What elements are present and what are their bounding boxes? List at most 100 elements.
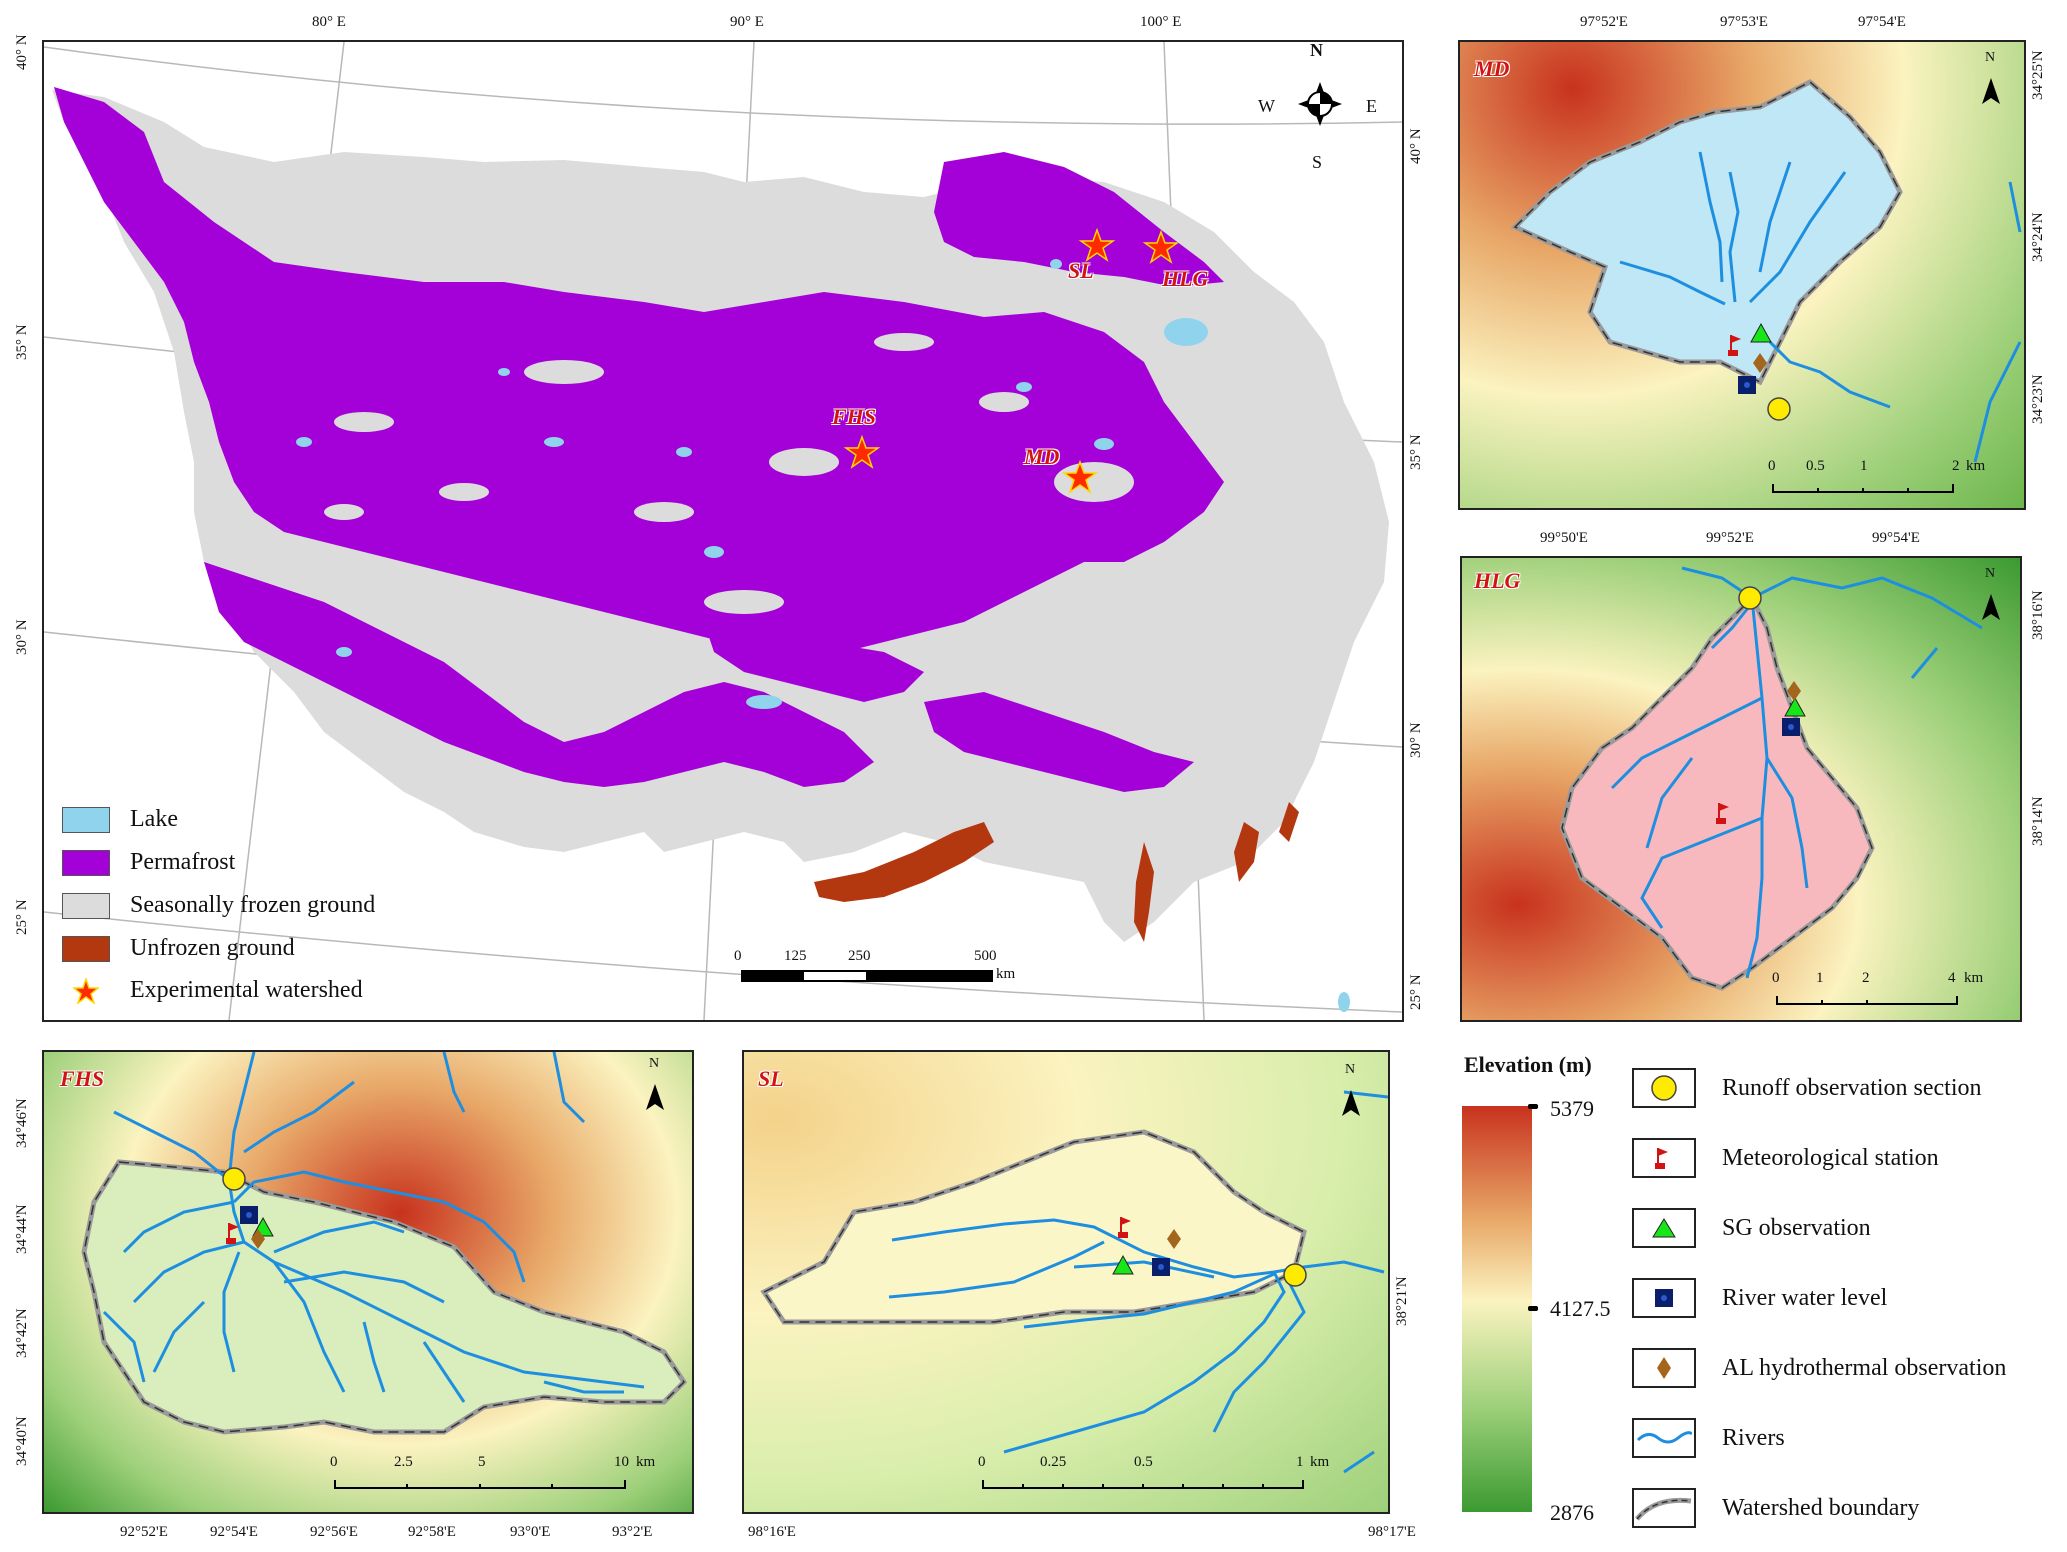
main-lat-left-30: 30° N <box>14 619 30 655</box>
sl-green-triangle-icon <box>1112 1254 1134 1275</box>
sl-lon-label-1: 98°16'E <box>748 1524 796 1540</box>
fhs-scale-10: 10 <box>614 1454 629 1470</box>
main-lat-left-25: 25° N <box>14 899 30 935</box>
legend-label: Permafrost <box>130 849 236 875</box>
main-scale-250: 250 <box>848 948 871 964</box>
fhs-lon-label-3: 92°56'E <box>310 1524 358 1540</box>
fhs-red-flag-icon <box>226 1223 239 1244</box>
sl-scalebar <box>982 1480 1304 1489</box>
legend-label: Lake <box>130 806 178 832</box>
elevation-title: Elevation (m) <box>1464 1052 1592 1077</box>
fhs-yellow-circle-icon <box>222 1167 246 1191</box>
legend-label: Experimental watershed <box>130 977 363 1003</box>
sl-scale-unit: km <box>1310 1454 1330 1470</box>
lake-swatch <box>62 806 110 833</box>
fhs-lat-label-3: 34°42'N <box>14 1308 30 1358</box>
elevation-mid-tick <box>1528 1306 1538 1311</box>
elevation-mid: 4127.5 <box>1550 1296 1611 1321</box>
main-lon-label-90: 90° E <box>730 14 764 30</box>
md-lon-label-2: 97°53'E <box>1720 14 1768 30</box>
brown-diamond-icon <box>1632 1348 1696 1388</box>
legend-item-unfrozen: Unfrozen ground <box>62 935 295 962</box>
symbol-label: River water level <box>1722 1284 1888 1311</box>
hlg-inset-map <box>1460 556 2022 1022</box>
main-lon-label-100: 100° E <box>1140 14 1182 30</box>
sl-scale-025: 0.25 <box>1040 1454 1067 1470</box>
symbol-label: Rivers <box>1722 1424 1785 1451</box>
hlg-lon-label-2: 99°52'E <box>1706 530 1754 546</box>
md-panel-title: MD <box>1474 56 1510 81</box>
legend-label: Seasonally frozen ground <box>130 892 376 918</box>
hlg-lat-label-1: 38°16'N <box>2030 590 2046 640</box>
green-triangle-icon <box>1632 1208 1696 1248</box>
main-scale-500: 500 <box>974 948 997 964</box>
river-line-icon <box>1632 1418 1696 1458</box>
yellow-circle-icon <box>1632 1068 1696 1108</box>
sl-red-flag-icon <box>1118 1217 1131 1238</box>
fhs-scale-5: 5 <box>478 1454 486 1470</box>
md-green-triangle-icon <box>1750 322 1772 343</box>
fhs-lon-label-1: 92°52'E <box>120 1524 168 1540</box>
fhs-lon-label-4: 92°58'E <box>408 1524 456 1540</box>
legend-item-experimental-watershed: Experimental watershed <box>62 977 363 1004</box>
sl-navy-square-icon <box>1152 1258 1170 1276</box>
md-scale-05: 0.5 <box>1806 458 1825 474</box>
md-scale-0: 0 <box>1768 458 1776 474</box>
fhs-lon-label-5: 93°0'E <box>510 1524 551 1540</box>
sl-scale-0: 0 <box>978 1454 986 1470</box>
fhs-lat-label-2: 34°44'N <box>14 1204 30 1254</box>
symbol-legend-sg: SG observation <box>1632 1208 1871 1248</box>
fhs-brown-diamond-icon <box>251 1229 265 1249</box>
legend-item-seasonally-frozen: Seasonally frozen ground <box>62 892 375 919</box>
fhs-scalebar <box>334 1480 626 1489</box>
md-yellow-circle-icon <box>1767 397 1791 421</box>
star-icon <box>1078 227 1116 262</box>
sl-lat-label-1: 38°21'N <box>1394 1276 1410 1326</box>
hlg-scale-4: 4 <box>1948 970 1956 986</box>
fhs-north-label: N <box>649 1056 660 1071</box>
fhs-inset-map <box>42 1050 694 1514</box>
symbol-legend-river-level: River water level <box>1632 1278 1887 1318</box>
site-label-fhs: FHS <box>832 404 877 429</box>
legend-label: Unfrozen ground <box>130 935 295 961</box>
site-label-md: MD <box>1024 444 1060 469</box>
boundary-line-icon <box>1632 1488 1696 1528</box>
fhs-rivers <box>102 1052 645 1403</box>
md-inset-map <box>1458 40 2026 510</box>
hlg-red-flag-icon <box>1716 803 1729 824</box>
experimental-watershed-stars <box>843 227 1180 494</box>
hlg-lat-label-2: 38°14'N <box>2030 796 2046 846</box>
hlg-north-arrow-icon <box>1982 594 2000 620</box>
fhs-scale-25: 2.5 <box>394 1454 413 1470</box>
main-lat-right-30: 30° N <box>1408 722 1424 758</box>
hlg-yellow-circle-icon <box>1738 586 1762 610</box>
md-brown-diamond-icon <box>1753 353 1767 373</box>
fhs-map-canvas <box>81 1052 688 1435</box>
fhs-lat-label-1: 34°46'N <box>14 1098 30 1148</box>
sl-north-arrow-icon <box>1342 1090 1360 1116</box>
star-icon <box>1061 459 1099 494</box>
hlg-navy-square-icon <box>1782 718 1800 736</box>
hlg-scale-0: 0 <box>1772 970 1780 986</box>
lakes <box>296 259 1350 1012</box>
main-scalebar <box>741 970 993 982</box>
seasonally-frozen-swatch <box>62 892 110 919</box>
sl-north-label: N <box>1345 1062 1356 1077</box>
compass-w-label: W <box>1258 96 1275 116</box>
hlg-green-triangle-icon <box>1784 696 1806 717</box>
fhs-panel-title: FHS <box>60 1066 105 1091</box>
elevation-max: 5379 <box>1550 1096 1594 1121</box>
fhs-north-arrow-icon <box>646 1084 664 1110</box>
main-lat-right-25: 25° N <box>1408 974 1424 1010</box>
hlg-north-label: N <box>1985 566 1996 581</box>
md-navy-square-icon <box>1738 376 1756 394</box>
main-map-canvas <box>44 42 1402 1020</box>
legend-item-lake: Lake <box>62 806 178 833</box>
fhs-lat-label-4: 34°40'N <box>14 1416 30 1466</box>
main-permafrost-map <box>42 40 1404 1022</box>
md-red-flag-icon <box>1728 335 1741 356</box>
permafrost-gaps <box>324 312 1234 614</box>
sl-scale-05: 0.5 <box>1134 1454 1153 1470</box>
hlg-rivers <box>1610 566 1983 979</box>
hlg-watershed <box>1559 593 1875 991</box>
